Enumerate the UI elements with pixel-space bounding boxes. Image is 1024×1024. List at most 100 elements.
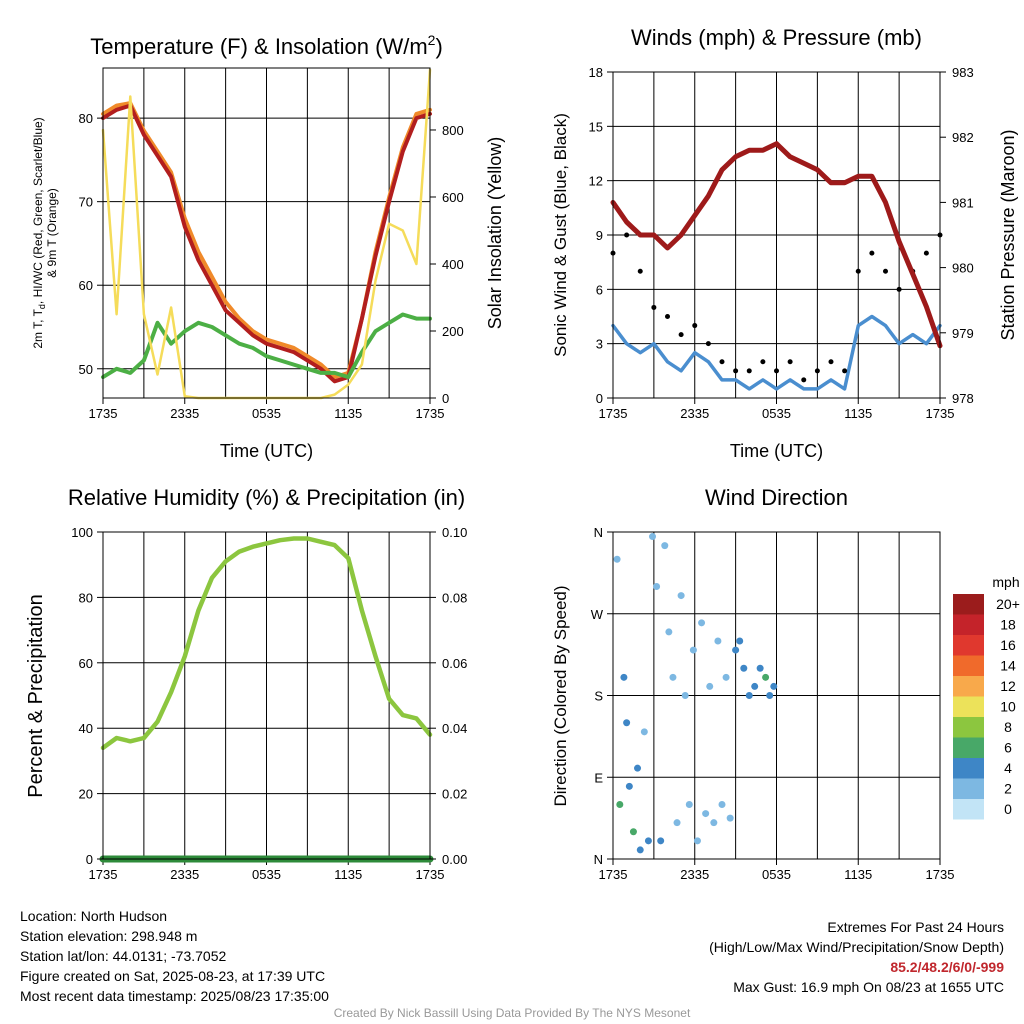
credit-line: Created By Nick Bassill Using Data Provi…	[333, 1006, 691, 1020]
direction-point	[625, 782, 633, 790]
gust-point	[719, 359, 725, 365]
y-tick-label-right: 981	[952, 195, 974, 210]
station-info: Location: North Hudson Station elevation…	[20, 906, 329, 1006]
direction-point	[745, 692, 753, 699]
gust-point	[705, 341, 711, 347]
legend-label: 6	[1004, 740, 1012, 756]
legend-swatch	[953, 614, 984, 635]
extremes-description: (High/Low/Max Wind/Precipitation/Snow De…	[709, 939, 1004, 955]
temperature-xlabel: Time (UTC)	[220, 441, 313, 461]
y-tick-label-right: 0	[442, 391, 449, 406]
winds-xlabel: Time (UTC)	[730, 441, 823, 461]
series-line	[610, 141, 943, 349]
direction-frame	[612, 531, 941, 860]
gust-point	[746, 368, 752, 374]
x-tick-label: 0535	[252, 406, 281, 421]
direction-point	[677, 592, 685, 600]
legend-swatch	[953, 696, 984, 717]
direction-point	[657, 837, 665, 845]
station-elevation: Station elevation: 298.948 m	[20, 928, 198, 944]
x-tick-label: 2335	[170, 867, 199, 882]
y-tick-label-right: 980	[952, 261, 974, 276]
x-tick-label: 2335	[680, 867, 709, 882]
direction-point	[736, 637, 744, 645]
y-tick-label: 40	[79, 721, 93, 736]
legend-label: 0	[1004, 801, 1012, 817]
direction-point	[629, 828, 637, 836]
legend-label: 14	[1000, 658, 1016, 674]
x-tick-label: 1135	[844, 406, 872, 421]
y-tick-label: S	[594, 689, 603, 704]
direction-point	[766, 692, 774, 699]
y-tick-label: 12	[589, 174, 603, 189]
humidity-title: Relative Humidity (%) & Precipitation (i…	[68, 485, 465, 510]
x-tick-label: 1735	[89, 406, 118, 421]
temperature-frame	[102, 67, 431, 399]
direction-point	[698, 619, 706, 627]
temperature-title: Temperature (F) & Insolation (W/m2)	[90, 32, 443, 59]
legend-label: 20+	[996, 596, 1020, 612]
legend-label: 4	[1004, 760, 1012, 776]
direction-title: Wind Direction	[705, 485, 848, 510]
humidity-ylabel: Percent & Precipitation	[25, 594, 47, 797]
station-location: Location: North Hudson	[20, 908, 168, 924]
legend-swatch	[953, 717, 984, 738]
direction-point	[726, 814, 734, 822]
legend-label: 8	[1004, 719, 1012, 735]
legend-swatch	[953, 655, 984, 676]
winds-frame	[612, 71, 941, 399]
winds-ylabel: Sonic Wind & Gust (Blue, Black)	[551, 113, 570, 357]
x-tick-label: 2335	[680, 406, 709, 421]
legend-swatch	[953, 778, 984, 799]
gust-point	[733, 368, 739, 374]
station-latlon: Station lat/lon: 44.0131; -73.7052	[20, 948, 227, 964]
legend-swatch	[953, 676, 984, 697]
direction-point	[722, 673, 730, 681]
direction-point	[714, 637, 722, 645]
y-tick-label: 6	[596, 282, 603, 297]
y-tick-label-right: 979	[952, 326, 974, 341]
legend-swatch	[953, 737, 984, 758]
x-tick-label: 1735	[926, 406, 955, 421]
y-tick-label: 20	[79, 787, 93, 802]
x-tick-label: 0535	[762, 406, 791, 421]
legend-swatch	[953, 594, 984, 615]
direction-point	[685, 801, 693, 808]
gust-point	[760, 359, 766, 365]
legend-label: 2	[1004, 781, 1012, 797]
direction-point	[762, 673, 770, 681]
temperature-panel: 1735 2335 0535 1135 173550607080020040060080…	[31, 32, 505, 461]
y-tick-label-right: 0.06	[442, 656, 467, 671]
y-tick-label: E	[594, 770, 603, 785]
gust-point	[692, 323, 698, 329]
y-tick-label: 0	[596, 391, 603, 406]
legend-title: mph	[992, 574, 1019, 590]
direction-point	[644, 837, 652, 845]
y-tick-label: 80	[79, 590, 93, 605]
y-tick-label-right: 400	[442, 257, 464, 272]
x-tick-label: 1735	[416, 406, 445, 421]
y-tick-label-right: 978	[952, 391, 974, 406]
direction-point	[693, 837, 701, 845]
gust-point	[896, 286, 902, 292]
gust-point	[883, 268, 888, 274]
y-tick-label: 15	[589, 119, 603, 134]
x-tick-label: 1735	[89, 867, 118, 882]
gust-point	[842, 368, 848, 374]
direction-point	[649, 533, 657, 541]
y-tick-label: 18	[589, 65, 603, 80]
y-tick-label: N	[594, 852, 603, 867]
direction-point	[706, 682, 714, 690]
legend-label: 18	[1000, 617, 1016, 633]
y-tick-label: 70	[79, 195, 93, 210]
direction-point	[620, 673, 628, 681]
y-tick-label-right: 0.02	[442, 787, 467, 802]
humidity-frame	[102, 531, 431, 860]
direction-point	[640, 728, 648, 736]
direction-point	[710, 819, 718, 827]
y-tick-label: N	[594, 525, 603, 540]
direction-point	[623, 719, 631, 727]
y-tick-label: 3	[596, 337, 603, 352]
y-tick-label-right: 0.00	[442, 852, 467, 867]
